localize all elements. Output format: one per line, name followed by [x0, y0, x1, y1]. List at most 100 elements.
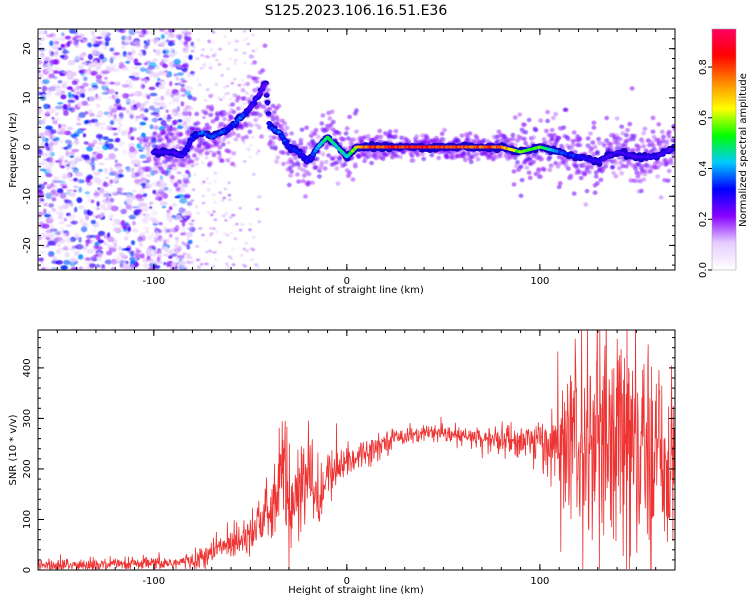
- spectrogram-noise-blob: [42, 93, 46, 97]
- spectrogram-noise-blob: [213, 180, 217, 183]
- spectrogram-ridge-point: [302, 173, 307, 178]
- spectrogram-ridge-point: [634, 178, 640, 184]
- spectrogram-noise-blob: [154, 38, 160, 43]
- spectrogram-noise-blob: [109, 63, 118, 70]
- colorbar-segment: [712, 129, 736, 132]
- spectrogram-noise-blob: [95, 234, 99, 241]
- spectrogram-noise-blob: [112, 68, 120, 73]
- spectrogram-ridge-point: [547, 167, 553, 173]
- spectrogram-ridge-point: [496, 129, 502, 134]
- colorbar-segment: [712, 209, 736, 213]
- spectrogram-noise-blob: [149, 201, 154, 205]
- spectrogram-ridge-point: [274, 159, 279, 164]
- spectrogram-noise-blob: [113, 229, 121, 233]
- spectrogram-ridge-point: [582, 171, 588, 176]
- spectrogram-ridge-point: [282, 121, 288, 126]
- spectrogram-noise-blob: [82, 82, 89, 88]
- snr-x-tick-label: -100: [142, 576, 165, 587]
- snr-series-line: [38, 330, 675, 570]
- spectrogram-ridge-point: [586, 169, 592, 175]
- spectrogram-noise-blob: [103, 45, 107, 50]
- spectrogram-noise-blob: [138, 201, 143, 205]
- spectrogram-noise-blob: [106, 232, 111, 238]
- spectrogram-noise-blob: [96, 214, 101, 219]
- colorbar-segment: [712, 35, 736, 38]
- spectrogram-noise-blob: [211, 264, 216, 268]
- spectrogram-noise-blob: [90, 199, 95, 204]
- spectrogram-noise-blob: [59, 139, 63, 143]
- spectrogram-ridge-point: [666, 168, 672, 174]
- spectrogram-noise-blob: [78, 236, 82, 243]
- spectrogram-noise-blob: [93, 254, 99, 257]
- colorbar-segment: [712, 231, 736, 235]
- spectrogram-ridge-point: [474, 135, 480, 141]
- spectrogram-noise-blob: [129, 146, 136, 153]
- spectrogram-noise-blob: [182, 121, 187, 125]
- spectrogram-ridge-point: [163, 170, 168, 175]
- spectrogram-ridge-point: [531, 159, 537, 165]
- spectrogram-noise-blob: [148, 86, 156, 91]
- spectrogram-noise-blob: [98, 53, 105, 60]
- spectrogram-noise-blob: [228, 57, 232, 61]
- colorbar-segment: [712, 163, 736, 167]
- spectrogram-noise-blob: [47, 184, 56, 188]
- spectrogram-noise-blob: [142, 205, 150, 212]
- spectrogram-noise-blob: [69, 133, 76, 138]
- colorbar-segment: [712, 39, 736, 42]
- spectrogram-ridge-point: [246, 74, 252, 79]
- spectrogram-noise-blob: [136, 31, 145, 34]
- colorbar-segment: [712, 157, 736, 161]
- spectrogram-noise-blob: [171, 214, 177, 219]
- spectrogram-noise-blob: [192, 70, 196, 74]
- spectrogram-ridge-point: [595, 181, 600, 186]
- colorbar-segment: [712, 135, 736, 138]
- spectrogram-noise-blob: [143, 62, 148, 66]
- spectrogram-noise-blob: [151, 72, 160, 78]
- spectrogram-ridge-point: [216, 139, 222, 144]
- spectrogram-noise-blob: [60, 227, 64, 232]
- spectrogram-ridge-point: [335, 181, 341, 186]
- spectrogram-noise-blob: [257, 220, 262, 224]
- spectrogram-noise-blob: [73, 40, 79, 46]
- spectrogram-ridge-point: [314, 156, 320, 161]
- spectrogram-noise-blob: [171, 261, 177, 267]
- spectrogram-noise-blob: [44, 130, 52, 136]
- spectrogram-ridge-point: [441, 137, 446, 142]
- spectrogram-noise-blob: [233, 237, 238, 241]
- spectrogram-noise-blob: [135, 247, 139, 253]
- spectrogram-noise-blob: [97, 110, 104, 118]
- spectrogram-noise-blob: [111, 118, 118, 122]
- spectrogram-noise-blob: [185, 231, 193, 238]
- spectrogram-ridge-point: [656, 137, 662, 143]
- spectrogram-noise-blob: [135, 117, 139, 123]
- colorbar-segment: [712, 265, 736, 269]
- spectrogram-noise-blob: [213, 171, 218, 175]
- spectrogram-noise-blob: [56, 188, 64, 194]
- spectrogram-ridge-point: [253, 79, 259, 84]
- spectrogram-noise-blob: [103, 243, 111, 246]
- spectrogram-ridge-point: [168, 135, 174, 141]
- colorbar-segment: [712, 267, 736, 271]
- spectrogram-noise-blob: [99, 126, 105, 131]
- spectrogram-ridge-point: [217, 145, 223, 150]
- spectrogram-noise-blob: [169, 81, 173, 87]
- spectrogram-ridge-point: [640, 139, 645, 144]
- spectrogram-noise-blob: [97, 256, 102, 262]
- spectrogram-noise-blob: [163, 253, 169, 257]
- spectrogram-noise-blob: [142, 263, 150, 269]
- spectrogram-noise-blob: [231, 247, 235, 251]
- spectrogram-noise-blob: [173, 51, 179, 55]
- colorbar-segment: [712, 59, 736, 62]
- spectrogram-noise-blob: [165, 73, 170, 78]
- spectrogram-noise-blob: [86, 42, 92, 47]
- spectrogram-noise-blob: [40, 142, 45, 148]
- spectrogram-ridge-point: [604, 161, 610, 166]
- spectrogram-noise-blob: [227, 193, 232, 197]
- spectrogram-noise-blob: [148, 249, 155, 253]
- spectrogram-noise-blob: [244, 37, 249, 40]
- spectrogram-noise-blob: [182, 173, 186, 178]
- spectrogram-ridge-point: [459, 133, 465, 138]
- spectrogram-noise-blob: [98, 150, 105, 154]
- spectrogram-ridge-point: [208, 112, 214, 118]
- spectrogram-noise-blob: [258, 195, 262, 199]
